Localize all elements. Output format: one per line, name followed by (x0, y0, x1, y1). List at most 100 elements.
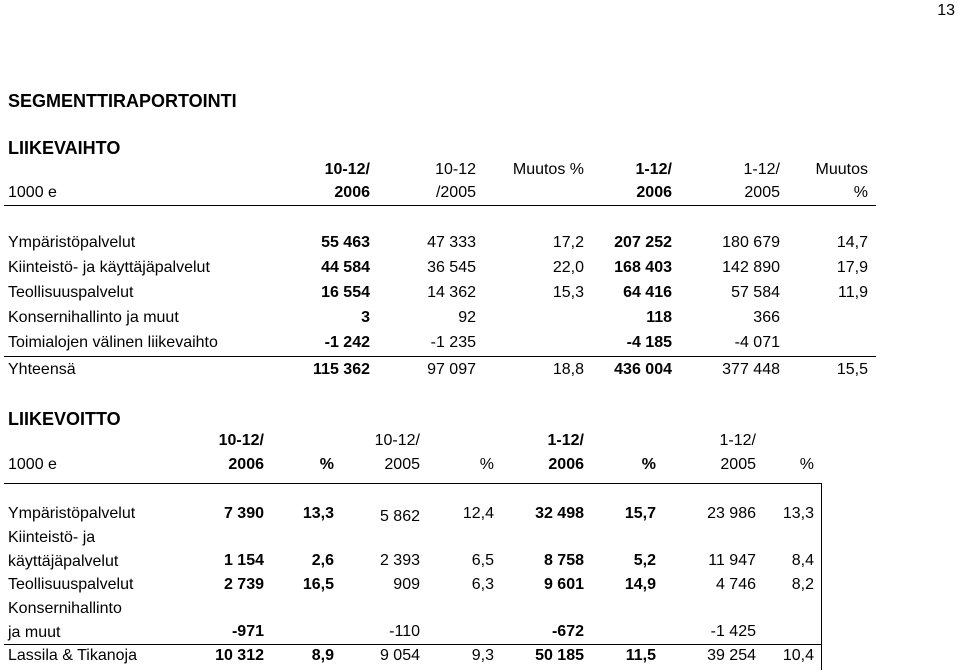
ebit-cell: 6,3 (471, 576, 494, 593)
ebit-cell: 6,5 (471, 552, 494, 569)
ebit-row-label: Konsernihallinto (8, 600, 122, 617)
revenue-cell: 14,7 (836, 234, 868, 251)
ebit-total-label: Lassila & Tikanoja (8, 647, 137, 664)
ebit-row-label: Ympäristöpalvelut (8, 505, 136, 522)
ebit-unit-header: 1000 e (8, 456, 57, 473)
revenue-cell: 17,9 (836, 259, 868, 276)
revenue-cell: 64 416 (623, 284, 672, 301)
revenue-col-header: 10-12 (435, 161, 476, 178)
ebit-cell: 5,2 (633, 552, 656, 569)
ebit-row-label: käyttäjäpalvelut (8, 553, 119, 570)
ebit-col-header: % (479, 456, 494, 473)
ebit-cell: 2 393 (379, 552, 420, 569)
revenue-cell: 17,2 (552, 234, 584, 251)
ebit-col-header: 10-12/ (218, 432, 264, 449)
revenue-total-cell: 97 097 (427, 361, 476, 378)
ebit-col-header: 1-12/ (547, 432, 584, 449)
revenue-cell: 15,3 (552, 284, 584, 301)
ebit-cell: 13,3 (782, 505, 814, 522)
ebit-cell: 15,7 (624, 505, 656, 522)
ebit-col-header: % (799, 456, 814, 473)
revenue-cell: 47 333 (427, 234, 476, 251)
revenue-col-header: Muutos (815, 161, 868, 178)
revenue-cell: 142 890 (722, 259, 780, 276)
revenue-cell: -4 071 (734, 334, 780, 351)
revenue-col-header: 10-12/ (324, 161, 370, 178)
ebit-total-rule (4, 644, 822, 645)
ebit-cell: 13,3 (302, 505, 334, 522)
ebit-cell: 16,5 (302, 576, 334, 593)
revenue-cell: 22,0 (552, 259, 584, 276)
revenue-header-rule (4, 205, 876, 206)
ebit-cell: -1 425 (710, 623, 756, 640)
ebit-total-cell: 10 312 (215, 647, 264, 664)
revenue-cell: 180 679 (722, 234, 780, 251)
revenue-cell: 11,9 (838, 284, 868, 301)
revenue-col-header: % (853, 184, 868, 201)
revenue-cell: 207 252 (614, 234, 672, 251)
revenue-col-header: 1-12/ (743, 161, 780, 178)
ebit-row-label: ja muut (8, 624, 61, 641)
revenue-heading: LIIKEVAIHTO (8, 138, 121, 158)
ebit-total-cell: 8,9 (311, 647, 334, 664)
ebit-cell: 2,6 (311, 552, 334, 569)
page-number: 13 (937, 2, 955, 19)
ebit-cell: 11 947 (708, 552, 756, 569)
revenue-unit-header: 1000 e (8, 184, 57, 201)
revenue-cell: 3 (361, 309, 370, 326)
revenue-col-header: 2006 (334, 184, 370, 201)
ebit-cell: -110 (389, 623, 420, 640)
revenue-total-rule (4, 356, 876, 357)
ebit-cell: 9 601 (543, 576, 584, 593)
page-title: SEGMENTTIRAPORTOINTI (8, 91, 237, 111)
ebit-cell: 5 862 (379, 508, 420, 525)
revenue-cell: -4 185 (626, 334, 672, 351)
ebit-cell: 2 739 (223, 576, 264, 593)
revenue-cell: 118 (646, 309, 672, 326)
ebit-cell: 4 746 (715, 576, 756, 593)
revenue-total-cell: 377 448 (722, 361, 780, 378)
ebit-col-header: 1-12/ (719, 432, 756, 449)
revenue-cell: 168 403 (614, 259, 672, 276)
ebit-col-header: 10-12/ (374, 432, 420, 449)
ebit-total-cell: 39 254 (707, 647, 756, 664)
revenue-row-label: Teollisuuspalvelut (8, 284, 134, 301)
revenue-total-label: Yhteensä (8, 361, 76, 378)
ebit-cell: 8 758 (543, 552, 584, 569)
ebit-cell: -672 (551, 623, 584, 640)
ebit-cell: 8,4 (791, 552, 814, 569)
revenue-cell: -1 235 (430, 334, 476, 351)
ebit-total-cell: 11,5 (625, 647, 656, 664)
revenue-col-header: 1-12/ (635, 161, 672, 178)
ebit-col-header: 2005 (384, 456, 420, 473)
ebit-col-header: 2005 (720, 456, 756, 473)
ebit-total-cell: 9,3 (471, 647, 494, 664)
ebit-row-label: Teollisuuspalvelut (8, 576, 134, 593)
revenue-col-header: 2006 (636, 184, 672, 201)
revenue-row-label: Konsernihallinto ja muut (8, 309, 179, 326)
revenue-row-label: Ympäristöpalvelut (8, 234, 136, 251)
revenue-col-header: /2005 (435, 184, 476, 201)
revenue-cell: 44 584 (321, 259, 370, 276)
ebit-col-header: % (641, 456, 656, 473)
ebit-total-cell: 10,4 (782, 647, 814, 664)
ebit-cell: 12,4 (462, 505, 494, 522)
ebit-col-header: 2006 (228, 456, 264, 473)
ebit-cell: 14,9 (624, 576, 656, 593)
revenue-cell: 36 545 (427, 259, 476, 276)
revenue-col-header: 2005 (744, 184, 780, 201)
revenue-cell: 92 (458, 309, 476, 326)
revenue-cell: 14 362 (427, 284, 476, 301)
ebit-row-label: Kiinteistö- ja (8, 529, 96, 546)
revenue-total-cell: 115 362 (313, 361, 370, 378)
revenue-row-label: Kiinteistö- ja käyttäjäpalvelut (8, 259, 210, 276)
revenue-total-cell: 15,5 (836, 361, 868, 378)
ebit-heading: LIIKEVOITTO (8, 409, 121, 429)
ebit-cell: -971 (231, 623, 264, 640)
revenue-cell: 57 584 (731, 284, 780, 301)
revenue-row-label: Toimialojen välinen liikevaihto (8, 334, 218, 351)
ebit-cell: 7 390 (223, 505, 264, 522)
revenue-cell: -1 242 (324, 334, 370, 351)
revenue-total-cell: 436 004 (614, 361, 672, 378)
ebit-cell: 1 154 (223, 552, 264, 569)
